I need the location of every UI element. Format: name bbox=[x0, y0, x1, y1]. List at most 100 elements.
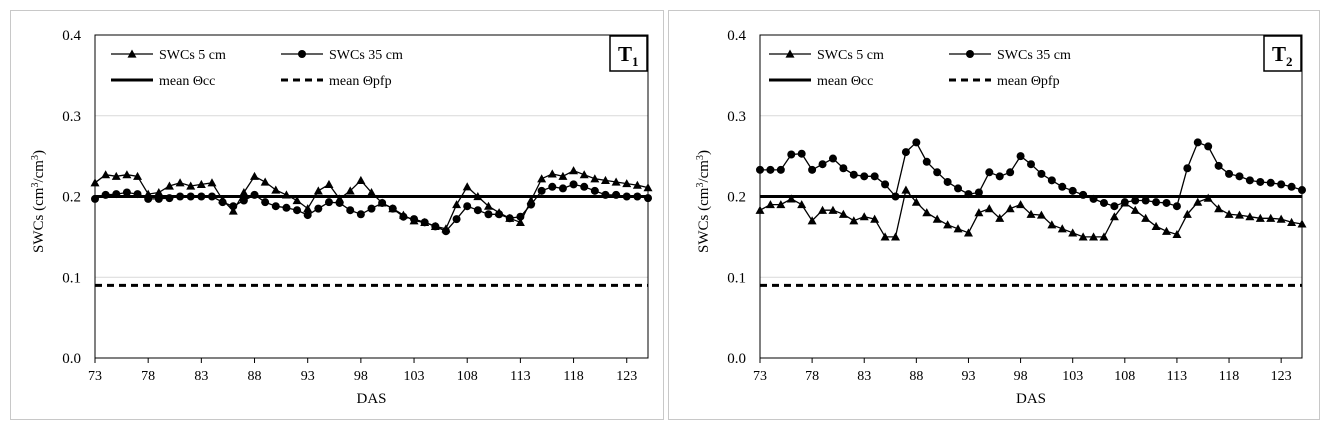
series-35cm-point bbox=[410, 215, 419, 224]
legend-5cm-marker bbox=[127, 49, 137, 58]
series-35cm-point bbox=[644, 194, 652, 203]
x-tick-label: 123 bbox=[1271, 369, 1292, 384]
series-35cm-point bbox=[239, 196, 248, 205]
series-5cm-point bbox=[164, 181, 174, 190]
series-5cm-point bbox=[1036, 210, 1046, 219]
series-35cm-point bbox=[1037, 169, 1046, 178]
series-35cm-point bbox=[1110, 202, 1119, 211]
series-35cm-point bbox=[860, 172, 869, 181]
y-axis-label-part: /cm bbox=[696, 160, 712, 183]
legend-35cm-marker bbox=[966, 50, 974, 58]
series-5cm-point bbox=[111, 171, 121, 180]
series-35cm-point bbox=[901, 148, 910, 157]
series-5cm-point bbox=[452, 200, 462, 209]
y-tick-label: 0.2 bbox=[727, 190, 746, 206]
y-tick-label: 0.2 bbox=[62, 190, 81, 206]
series-35cm-point bbox=[1256, 177, 1265, 186]
series-35cm-point bbox=[870, 172, 879, 181]
legend-pfp-label: mean Θpfp bbox=[329, 74, 392, 89]
series-5cm-point bbox=[303, 204, 313, 213]
series-5cm-point bbox=[590, 174, 600, 183]
y-axis-label-part: SWCs (cm bbox=[696, 187, 712, 253]
panel-label-subscript: 1 bbox=[632, 54, 639, 69]
series-5cm-point bbox=[818, 205, 828, 214]
series-5cm-point bbox=[367, 187, 376, 197]
legend: SWCs 5 cm SWCs 35 cm mean Θcc mean Θpfp bbox=[769, 48, 1071, 89]
y-axis-label-superscript: 3 bbox=[695, 155, 706, 160]
series-35cm-point bbox=[218, 198, 227, 207]
x-tick-label: 118 bbox=[563, 369, 583, 384]
series-5cm-point bbox=[932, 214, 942, 223]
series-5cm-point bbox=[1297, 219, 1307, 228]
series-5cm-point bbox=[186, 181, 196, 190]
series-5cm-point bbox=[880, 232, 890, 241]
series-35cm-point bbox=[1172, 202, 1181, 211]
x-axis-label: DAS bbox=[356, 391, 386, 407]
series-35cm-point bbox=[558, 184, 567, 193]
series-35cm-point bbox=[1152, 198, 1161, 207]
series-35cm-point bbox=[1089, 194, 1098, 203]
series-35cm-point bbox=[122, 188, 131, 197]
series-35cm-point bbox=[91, 194, 99, 203]
x-tick-label: 88 bbox=[248, 369, 262, 384]
series-35cm-point bbox=[314, 204, 323, 213]
series-35cm-point bbox=[399, 212, 408, 221]
series-5cm-point bbox=[292, 196, 302, 205]
series-5cm-point bbox=[1162, 226, 1171, 235]
series-35cm-point bbox=[1245, 176, 1254, 185]
series-5cm-point bbox=[1057, 224, 1067, 233]
y-tick-label: 0.4 bbox=[62, 28, 81, 44]
series-35cm-point bbox=[1016, 152, 1025, 161]
x-axis-label: DAS bbox=[1016, 391, 1046, 407]
series-5cm-point bbox=[600, 175, 610, 184]
series-35cm-point bbox=[766, 165, 775, 174]
series-35cm-point bbox=[250, 190, 259, 199]
series-35cm-point bbox=[473, 206, 482, 215]
y-axis-label-superscript: 3 bbox=[695, 183, 706, 188]
series-35cm-point bbox=[601, 190, 610, 199]
series-5cm-point bbox=[1026, 209, 1036, 218]
panel-label: T2 bbox=[1272, 42, 1293, 69]
series-35cm-point bbox=[1131, 196, 1140, 205]
x-tick-label: 83 bbox=[857, 369, 871, 384]
series-5cm-point bbox=[1276, 214, 1286, 223]
x-tick-label: 83 bbox=[194, 369, 208, 384]
panel-label-box bbox=[609, 35, 648, 72]
series-5cm-point bbox=[1245, 212, 1255, 221]
legend-5cm-label: SWCs 5 cm bbox=[159, 48, 226, 63]
series-35cm-point bbox=[1287, 182, 1296, 191]
x-tick-label: 113 bbox=[510, 369, 530, 384]
series-35cm-point bbox=[787, 150, 796, 159]
series-5cm-point bbox=[239, 187, 249, 197]
panel-label-letter: T bbox=[618, 42, 632, 66]
series-5cm-point bbox=[1182, 209, 1192, 218]
y-axis-label-part: ) bbox=[31, 150, 47, 155]
series-35cm-point bbox=[590, 186, 599, 195]
series-35cm-point bbox=[1162, 198, 1171, 207]
series-5cm-point bbox=[901, 185, 911, 194]
series-35cm-point bbox=[612, 190, 621, 199]
series-35cm-point bbox=[974, 188, 983, 197]
series-35cm-point bbox=[431, 222, 440, 231]
series-5cm-point bbox=[1287, 217, 1297, 226]
series-5cm-point bbox=[196, 179, 206, 188]
series-5cm-point bbox=[1109, 212, 1119, 221]
series-35cm-point bbox=[463, 202, 472, 211]
series-5cm-point bbox=[765, 200, 775, 209]
series-35cm-point bbox=[176, 192, 185, 201]
series-5cm-point bbox=[974, 208, 984, 217]
series-5cm-point bbox=[1141, 213, 1151, 222]
series-5cm-point bbox=[462, 182, 472, 191]
series-35cm-point bbox=[839, 164, 848, 173]
series-5cm-point bbox=[776, 200, 786, 209]
series-35cm-point bbox=[1027, 160, 1035, 169]
series-5cm-point bbox=[984, 204, 994, 213]
series-5cm-point bbox=[1255, 213, 1265, 222]
x-tick-label: 108 bbox=[1114, 369, 1135, 384]
y-axis-label: SWCs (cm3/cm3) bbox=[695, 150, 713, 253]
series-5cm-point bbox=[1130, 205, 1140, 214]
panel-label-letter: T bbox=[1272, 42, 1286, 66]
series-35cm-point bbox=[303, 211, 312, 220]
legend-5cm-label: SWCs 5 cm bbox=[817, 48, 884, 63]
